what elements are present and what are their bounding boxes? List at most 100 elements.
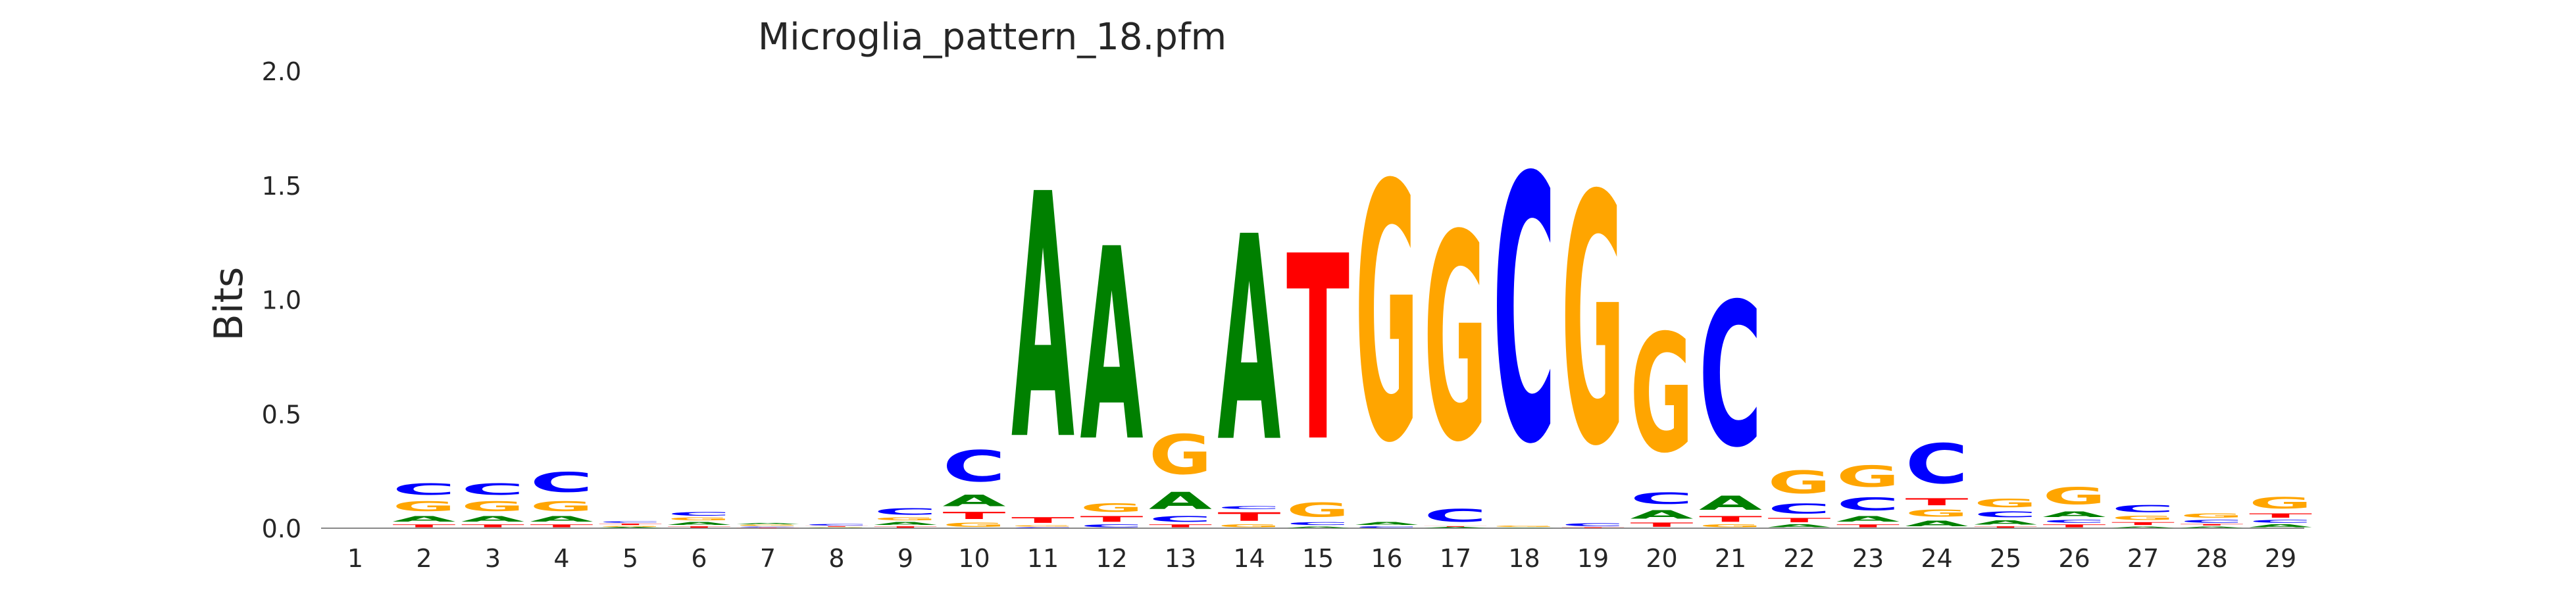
logo-letter-g: G (1561, 123, 1625, 522)
logo-letter-a: A (530, 514, 593, 524)
x-tick-label: 17 (1440, 544, 1471, 573)
logo-letter-a: A (1906, 519, 1969, 528)
logo-letter-g: G (2111, 514, 2175, 521)
logo-letter-g: G (1630, 300, 1694, 489)
logo-letter-a: A (1768, 524, 1831, 528)
logo-letter-g: G (1218, 524, 1281, 528)
logo-letter-g: G (736, 524, 799, 526)
logo-letter-a: A (1080, 193, 1144, 500)
logo-letter-c: C (874, 506, 937, 517)
x-tick-label: 8 (828, 544, 844, 573)
logo-letter-c: C (530, 466, 593, 498)
x-tick-label: 14 (1233, 544, 1265, 573)
logo-letter-t: T (805, 526, 869, 528)
logo-letter-a: A (1286, 526, 1350, 528)
logo-letter-c: C (1011, 527, 1074, 528)
x-tick-label: 1 (347, 544, 363, 573)
x-tick-label: 5 (622, 544, 638, 573)
logo-letter-g: G (1699, 524, 1762, 528)
logo-letter-t: T (2249, 512, 2312, 519)
y-tick-label: 2.0 (262, 57, 301, 86)
logo-letter-t: T (2111, 522, 2175, 526)
logo-letter-t: T (943, 510, 1006, 521)
logo-letter-t: T (530, 524, 593, 528)
logo-letter-c: C (461, 480, 524, 499)
logo-letter-c: C (2181, 519, 2244, 524)
x-tick-label: 18 (1508, 544, 1540, 573)
logo-letter-a: A (2111, 526, 2175, 528)
logo-letter-c: C (1906, 432, 1969, 496)
logo-letter-g: G (1286, 499, 1350, 521)
logo-letter-t: T (393, 524, 456, 528)
x-tick-label: 9 (897, 544, 913, 573)
logo-letter-c: C (1493, 101, 1556, 524)
logo-letter-c: C (668, 511, 731, 517)
logo-letter-c: C (1699, 261, 1762, 491)
logo-letter-a: A (1974, 519, 2037, 526)
logo-letter-t: T (2043, 524, 2106, 528)
x-tick-label: 21 (1715, 544, 1746, 573)
logo-letter-t: T (874, 526, 937, 528)
x-tick-label: 22 (1783, 544, 1815, 573)
logo-letter-a: A (2249, 524, 2312, 528)
logo-letter-t: T (461, 524, 524, 528)
x-tick-label: 28 (2196, 544, 2227, 573)
logo-letter-c: C (736, 526, 799, 528)
logo-letter-t: T (1836, 524, 1900, 528)
x-tick-label: 19 (1577, 544, 1609, 573)
x-tick-label: 2 (416, 544, 432, 573)
logo-letter-g: G (1011, 525, 1074, 527)
logo-letter-c: C (393, 480, 456, 499)
logo-letter-t: T (1011, 516, 1074, 525)
logo-letter-t: T (1149, 524, 1212, 528)
logo-letter-t: T (1561, 527, 1625, 528)
logo-letter-t: T (1424, 526, 1487, 528)
logo-letter-a: A (736, 522, 799, 524)
x-tick-label: 26 (2058, 544, 2090, 573)
logo-letter-g: G (1493, 525, 1556, 527)
logo-letter-c: C (1424, 505, 1487, 526)
y-tick-label: 1.5 (262, 172, 301, 201)
x-tick-label: 20 (1646, 544, 1677, 573)
x-tick-label: 7 (760, 544, 776, 573)
logo-letter-c: C (1149, 514, 1212, 524)
x-tick-label: 29 (2265, 544, 2296, 573)
x-tick-label: 25 (1990, 544, 2021, 573)
logo-stacks: TAGCTAGCTAGCAGTCTAGCTCGAAGTCTAGCGTACCGTA… (393, 101, 2313, 528)
logo-letter-g: G (943, 522, 1006, 528)
logo-letter-g: G (1836, 460, 1900, 494)
logo-letter-t: T (1768, 517, 1831, 524)
logo-letter-c: C (1768, 501, 1831, 517)
x-tick-label: 23 (1852, 544, 1884, 573)
logo-letter-g: G (599, 526, 662, 527)
logo-letter-c: C (1218, 505, 1281, 510)
logo-letter-a: A (668, 522, 731, 526)
logo-letter-g: G (2043, 483, 2106, 510)
logo-letter-g: G (530, 499, 593, 514)
logo-letter-t: T (1906, 496, 1969, 507)
logo-letter-t: T (1218, 510, 1281, 524)
logo-letter-g: G (1974, 496, 2037, 510)
logo-letter-t: T (2181, 524, 2244, 526)
logo-letter-a: A (1218, 178, 1282, 505)
y-tick-label: 1.0 (262, 286, 301, 315)
logo-letter-a: A (1355, 522, 1419, 526)
logo-letter-a: A (1149, 487, 1213, 514)
logo-letter-g: G (805, 527, 869, 528)
logo-letter-c: C (599, 521, 662, 523)
logo-letter-t: T (1974, 526, 2037, 528)
logo-letter-a: A (943, 492, 1006, 510)
logo-letter-g: G (668, 517, 731, 522)
x-tick-label: 24 (1921, 544, 1952, 573)
logo-letter-t: T (1286, 201, 1350, 497)
logo-letter-a: A (1424, 527, 1487, 528)
logo-letter-a: A (461, 514, 524, 524)
x-tick-label: 10 (958, 544, 990, 573)
logo-letter-g: G (874, 517, 937, 522)
logo-letter-t: T (1630, 522, 1694, 528)
x-tick-label: 16 (1371, 544, 1402, 573)
x-tick-label: 13 (1165, 544, 1196, 573)
logo-letter-c: C (1630, 489, 1694, 508)
y-tick-label: 0.0 (262, 514, 301, 543)
